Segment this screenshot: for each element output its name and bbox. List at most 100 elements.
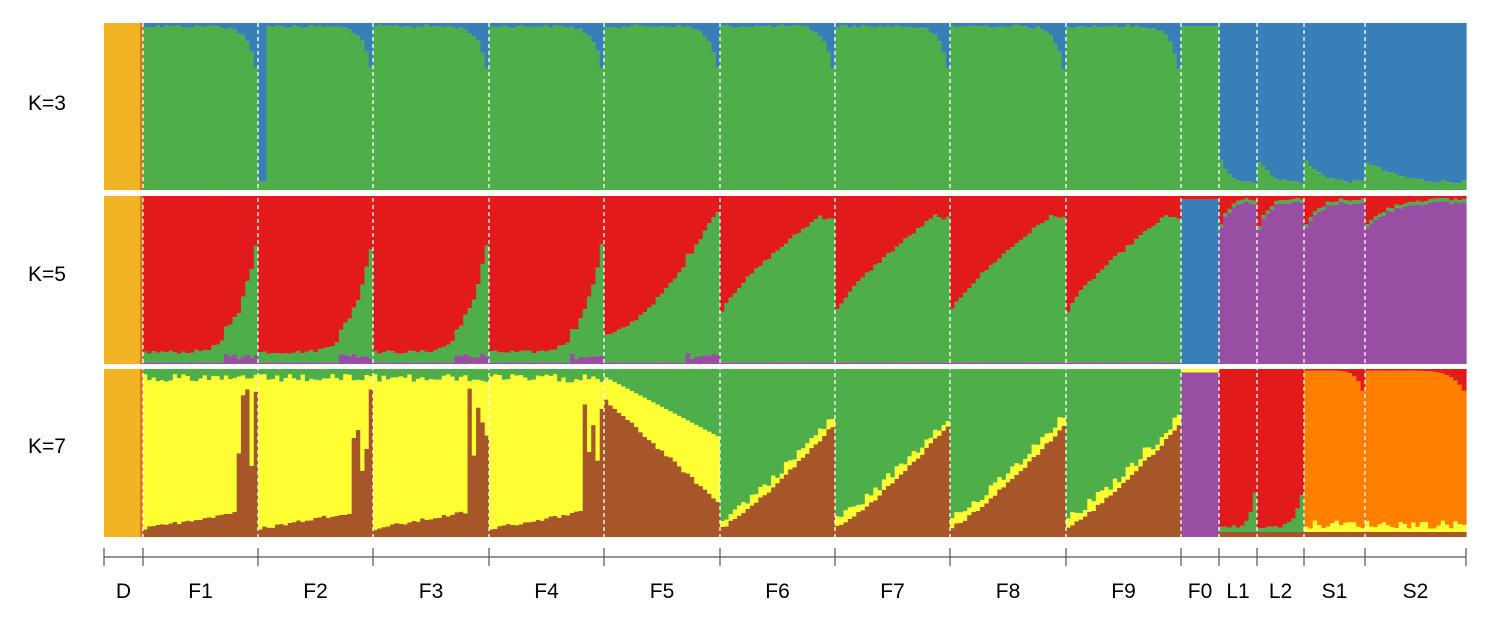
admixture-bar-segment — [480, 353, 486, 364]
admixture-bar-segment — [788, 23, 794, 27]
admixture-bar-segment — [1248, 531, 1254, 537]
admixture-bar-segment — [958, 523, 964, 537]
admixture-bar-segment — [677, 369, 682, 416]
admixture-bar-segment — [164, 25, 170, 191]
admixture-bar-segment — [228, 369, 234, 380]
admixture-bar-segment — [270, 23, 276, 28]
admixture-bar-segment — [1227, 212, 1233, 364]
admixture-bar-segment — [1240, 199, 1245, 204]
admixture-bar-segment — [962, 520, 968, 537]
admixture-bar-segment — [809, 23, 815, 31]
admixture-bar-segment — [450, 376, 456, 515]
admixture-bar-segment — [715, 354, 721, 364]
admixture-bar-segment — [625, 23, 631, 28]
admixture-bar-segment — [1386, 210, 1391, 364]
admixture-bar-segment — [1440, 201, 1446, 364]
admixture-bar-segment — [992, 369, 998, 483]
admixture-bar-segment — [535, 362, 541, 364]
admixture-bar-segment — [625, 362, 631, 364]
admixture-bar-segment — [954, 23, 960, 27]
admixture-bar-segment — [1040, 29, 1046, 191]
admixture-bar-segment — [181, 362, 187, 364]
admixture-bar-segment — [1040, 362, 1046, 364]
admixture-bar-segment — [783, 196, 789, 244]
admixture-bar-segment — [941, 23, 947, 53]
admixture-bar-segment — [484, 23, 490, 69]
admixture-bar-segment — [245, 196, 251, 281]
admixture-bar-segment — [381, 362, 387, 364]
admixture-bar-segment — [1347, 531, 1353, 537]
admixture-bar-segment — [296, 26, 302, 191]
admixture-bar-segment — [578, 369, 584, 381]
admixture-bar-segment — [715, 212, 721, 355]
admixture-bar-segment — [720, 520, 725, 527]
admixture-bar-segment — [480, 422, 486, 537]
admixture-bar-segment — [544, 351, 550, 363]
admixture-bar-segment — [275, 369, 280, 376]
admixture-bar-segment — [548, 23, 554, 28]
admixture-bar-segment — [1066, 196, 1071, 312]
admixture-bar-segment — [565, 515, 571, 537]
admixture-bar-segment — [796, 369, 802, 451]
admixture-bar-segment — [720, 23, 725, 26]
admixture-bar-segment — [924, 221, 930, 363]
admixture-bar-segment — [1453, 380, 1459, 522]
admixture-bar-segment — [1244, 23, 1250, 182]
admixture-bar-segment — [1365, 370, 1370, 521]
admixture-bar-segment — [330, 362, 336, 364]
admixture-bar-segment — [689, 422, 695, 477]
admixture-bar-segment — [1325, 196, 1331, 202]
admixture-bar-segment — [1108, 196, 1114, 261]
admixture-bar-segment — [437, 348, 443, 363]
admixture-bar-segment — [164, 196, 170, 353]
admixture-bar-segment — [433, 23, 439, 27]
admixture-bar-segment — [1407, 205, 1412, 364]
admixture-bar-segment — [206, 369, 212, 381]
admixture-bar-segment — [1252, 369, 1258, 493]
admixture-bar-segment — [1176, 425, 1182, 537]
admixture-bar-segment — [240, 356, 246, 364]
admixture-bar-segment — [1163, 362, 1169, 364]
admixture-bar-segment — [164, 362, 170, 364]
admixture-bar-segment — [1278, 531, 1284, 537]
admixture-bar-segment — [595, 267, 601, 357]
admixture-bar-segment — [847, 518, 853, 537]
admixture-bar-segment — [164, 524, 170, 537]
admixture-bar-segment — [1112, 24, 1118, 191]
admixture-bar-segment — [245, 280, 251, 355]
admixture-bar-segment — [304, 381, 310, 521]
admixture-bar-segment — [612, 381, 618, 409]
admixture-bar-segment — [1440, 198, 1446, 202]
admixture-bar-segment — [677, 362, 682, 364]
admixture-bar-segment — [1295, 201, 1301, 364]
admixture-bar-segment — [1078, 362, 1084, 364]
admixture-bar-segment — [1108, 23, 1114, 27]
admixture-bar-segment — [1308, 528, 1314, 532]
admixture-bar-segment — [732, 27, 738, 190]
admixture-bar-segment — [484, 245, 490, 357]
admixture-bar-segment — [971, 23, 977, 27]
admixture-bar-segment — [253, 391, 259, 537]
admixture-bar-segment — [1112, 369, 1118, 479]
admixture-bar-segment — [1214, 199, 1220, 364]
admixture-bar-segment — [796, 23, 802, 26]
admixture-bar-segment — [1377, 531, 1383, 537]
admixture-bar-segment — [608, 379, 614, 406]
admixture-bar-segment — [206, 25, 212, 191]
admixture-bar-segment — [694, 356, 700, 364]
admixture-bar-segment — [557, 25, 563, 190]
admixture-bar-segment — [702, 36, 708, 190]
admixture-bar-segment — [1048, 441, 1054, 537]
admixture-bar-segment — [1031, 444, 1037, 457]
admixture-bar-segment — [1347, 369, 1353, 374]
admixture-bar-segment — [1219, 196, 1224, 225]
admixture-bar-segment — [1343, 23, 1349, 182]
admixture-bar-segment — [988, 27, 994, 190]
admixture-bar-segment — [1027, 28, 1033, 191]
admixture-bar-segment — [326, 369, 332, 379]
admixture-bar-segment — [1286, 23, 1292, 182]
admixture-bar-segment — [355, 35, 361, 191]
admixture-bar-segment — [788, 460, 794, 470]
admixture-bar-segment — [1014, 243, 1020, 363]
admixture-bar-segment — [681, 23, 687, 28]
